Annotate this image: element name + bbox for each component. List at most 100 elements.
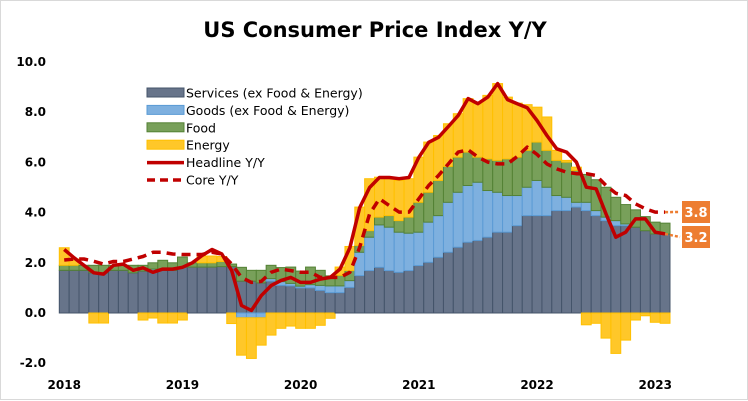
bar-services-10 [158,270,168,313]
bar-services-22 [276,285,286,313]
bar-energy-61 [660,313,670,323]
bar-services-13 [187,267,197,313]
bar-energy-4 [99,313,109,323]
bar-food-49 [542,150,552,187]
bar-energy-26 [315,313,325,325]
bar-food-0 [59,265,69,270]
bar-energy-25 [306,313,316,328]
bar-goods-42 [473,182,483,240]
x-tick-label: 2021 [402,378,435,392]
bar-services-29 [345,287,355,313]
bar-services-33 [384,271,394,313]
legend-label: Headline Y/Y [186,155,265,170]
bar-energy-56 [611,313,621,353]
bar-services-42 [473,240,483,313]
bar-energy-54 [591,313,601,323]
x-tick-label: 2018 [48,378,81,392]
bar-energy-10 [158,313,168,323]
bar-energy-55 [601,313,611,338]
y-tick-label: 4.0 [25,206,46,220]
bar-goods-54 [591,211,601,216]
bar-services-30 [355,276,365,313]
bar-goods-39 [443,202,453,252]
bar-services-51 [562,211,572,313]
bar-services-9 [148,270,158,313]
bar-food-46 [512,157,522,195]
bar-energy-22 [276,313,286,328]
bar-energy-50 [552,150,562,160]
bar-food-32 [375,217,385,225]
bar-services-14 [197,267,207,313]
bar-goods-51 [562,197,572,210]
bar-goods-36 [414,232,424,265]
bar-food-38 [434,180,444,215]
bar-services-2 [79,270,89,313]
bar-food-41 [463,152,473,185]
legend: Services (ex Food & Energy)Goods (ex Foo… [147,86,363,188]
y-tick-label: 8.0 [25,105,46,119]
bar-goods-43 [483,191,493,238]
y-axis-ticks: 10.08.06.04.02.00.0-2.0 [16,55,46,370]
x-tick-label: 2019 [166,378,199,392]
end-label-headline: 3.2 [684,231,707,246]
bar-energy-59 [640,313,650,316]
bar-services-38 [434,257,444,313]
bar-food-34 [394,221,404,233]
legend-label: Food [186,120,216,135]
bar-services-57 [621,226,631,313]
bar-goods-33 [384,227,394,270]
bar-goods-37 [424,222,434,262]
bar-energy-24 [296,313,306,328]
bar-services-16 [217,267,227,313]
bar-services-40 [453,247,463,313]
bar-energy-23 [286,313,296,326]
bar-energy-27 [325,313,335,318]
bar-goods-47 [522,187,532,215]
bar-services-58 [631,227,641,313]
bar-food-39 [443,166,453,202]
bar-services-52 [572,207,582,313]
bar-services-55 [601,221,611,313]
bar-food-50 [552,160,562,195]
bar-services-60 [650,234,660,313]
bar-food-37 [424,192,434,222]
legend-label: Goods (ex Food & Energy) [186,103,349,118]
bar-services-12 [178,267,188,313]
bar-food-15 [207,263,217,267]
bar-energy-17 [227,313,237,324]
bar-goods-53 [581,202,591,210]
legend-swatch [147,140,184,149]
legend-swatch [147,88,184,97]
bar-goods-19 [246,313,256,318]
bar-goods-35 [404,233,414,270]
bar-goods-34 [394,232,404,272]
bar-energy-34 [394,180,404,220]
bar-food-48 [532,142,542,180]
bar-services-11 [168,270,178,313]
bar-food-42 [473,157,483,182]
bar-energy-9 [148,313,158,318]
bar-services-46 [512,226,522,313]
bar-goods-38 [434,216,444,258]
bar-goods-40 [453,192,463,247]
bar-services-54 [591,216,601,313]
x-tick-label: 2022 [520,378,553,392]
bar-goods-44 [493,192,503,232]
bar-food-40 [453,157,463,192]
bar-energy-46 [512,103,522,157]
bar-services-44 [493,232,503,313]
bar-services-35 [404,271,414,313]
bar-energy-15 [207,256,217,263]
bar-services-45 [503,232,513,313]
y-tick-label: 6.0 [25,155,46,169]
bar-food-35 [404,217,414,233]
bar-goods-32 [375,225,385,267]
bar-energy-53 [581,313,591,325]
bar-energy-19 [246,318,256,359]
bar-services-31 [365,271,375,313]
bar-services-48 [532,216,542,313]
bar-energy-20 [256,318,266,345]
bar-energy-60 [650,313,660,322]
bar-services-41 [463,242,473,313]
